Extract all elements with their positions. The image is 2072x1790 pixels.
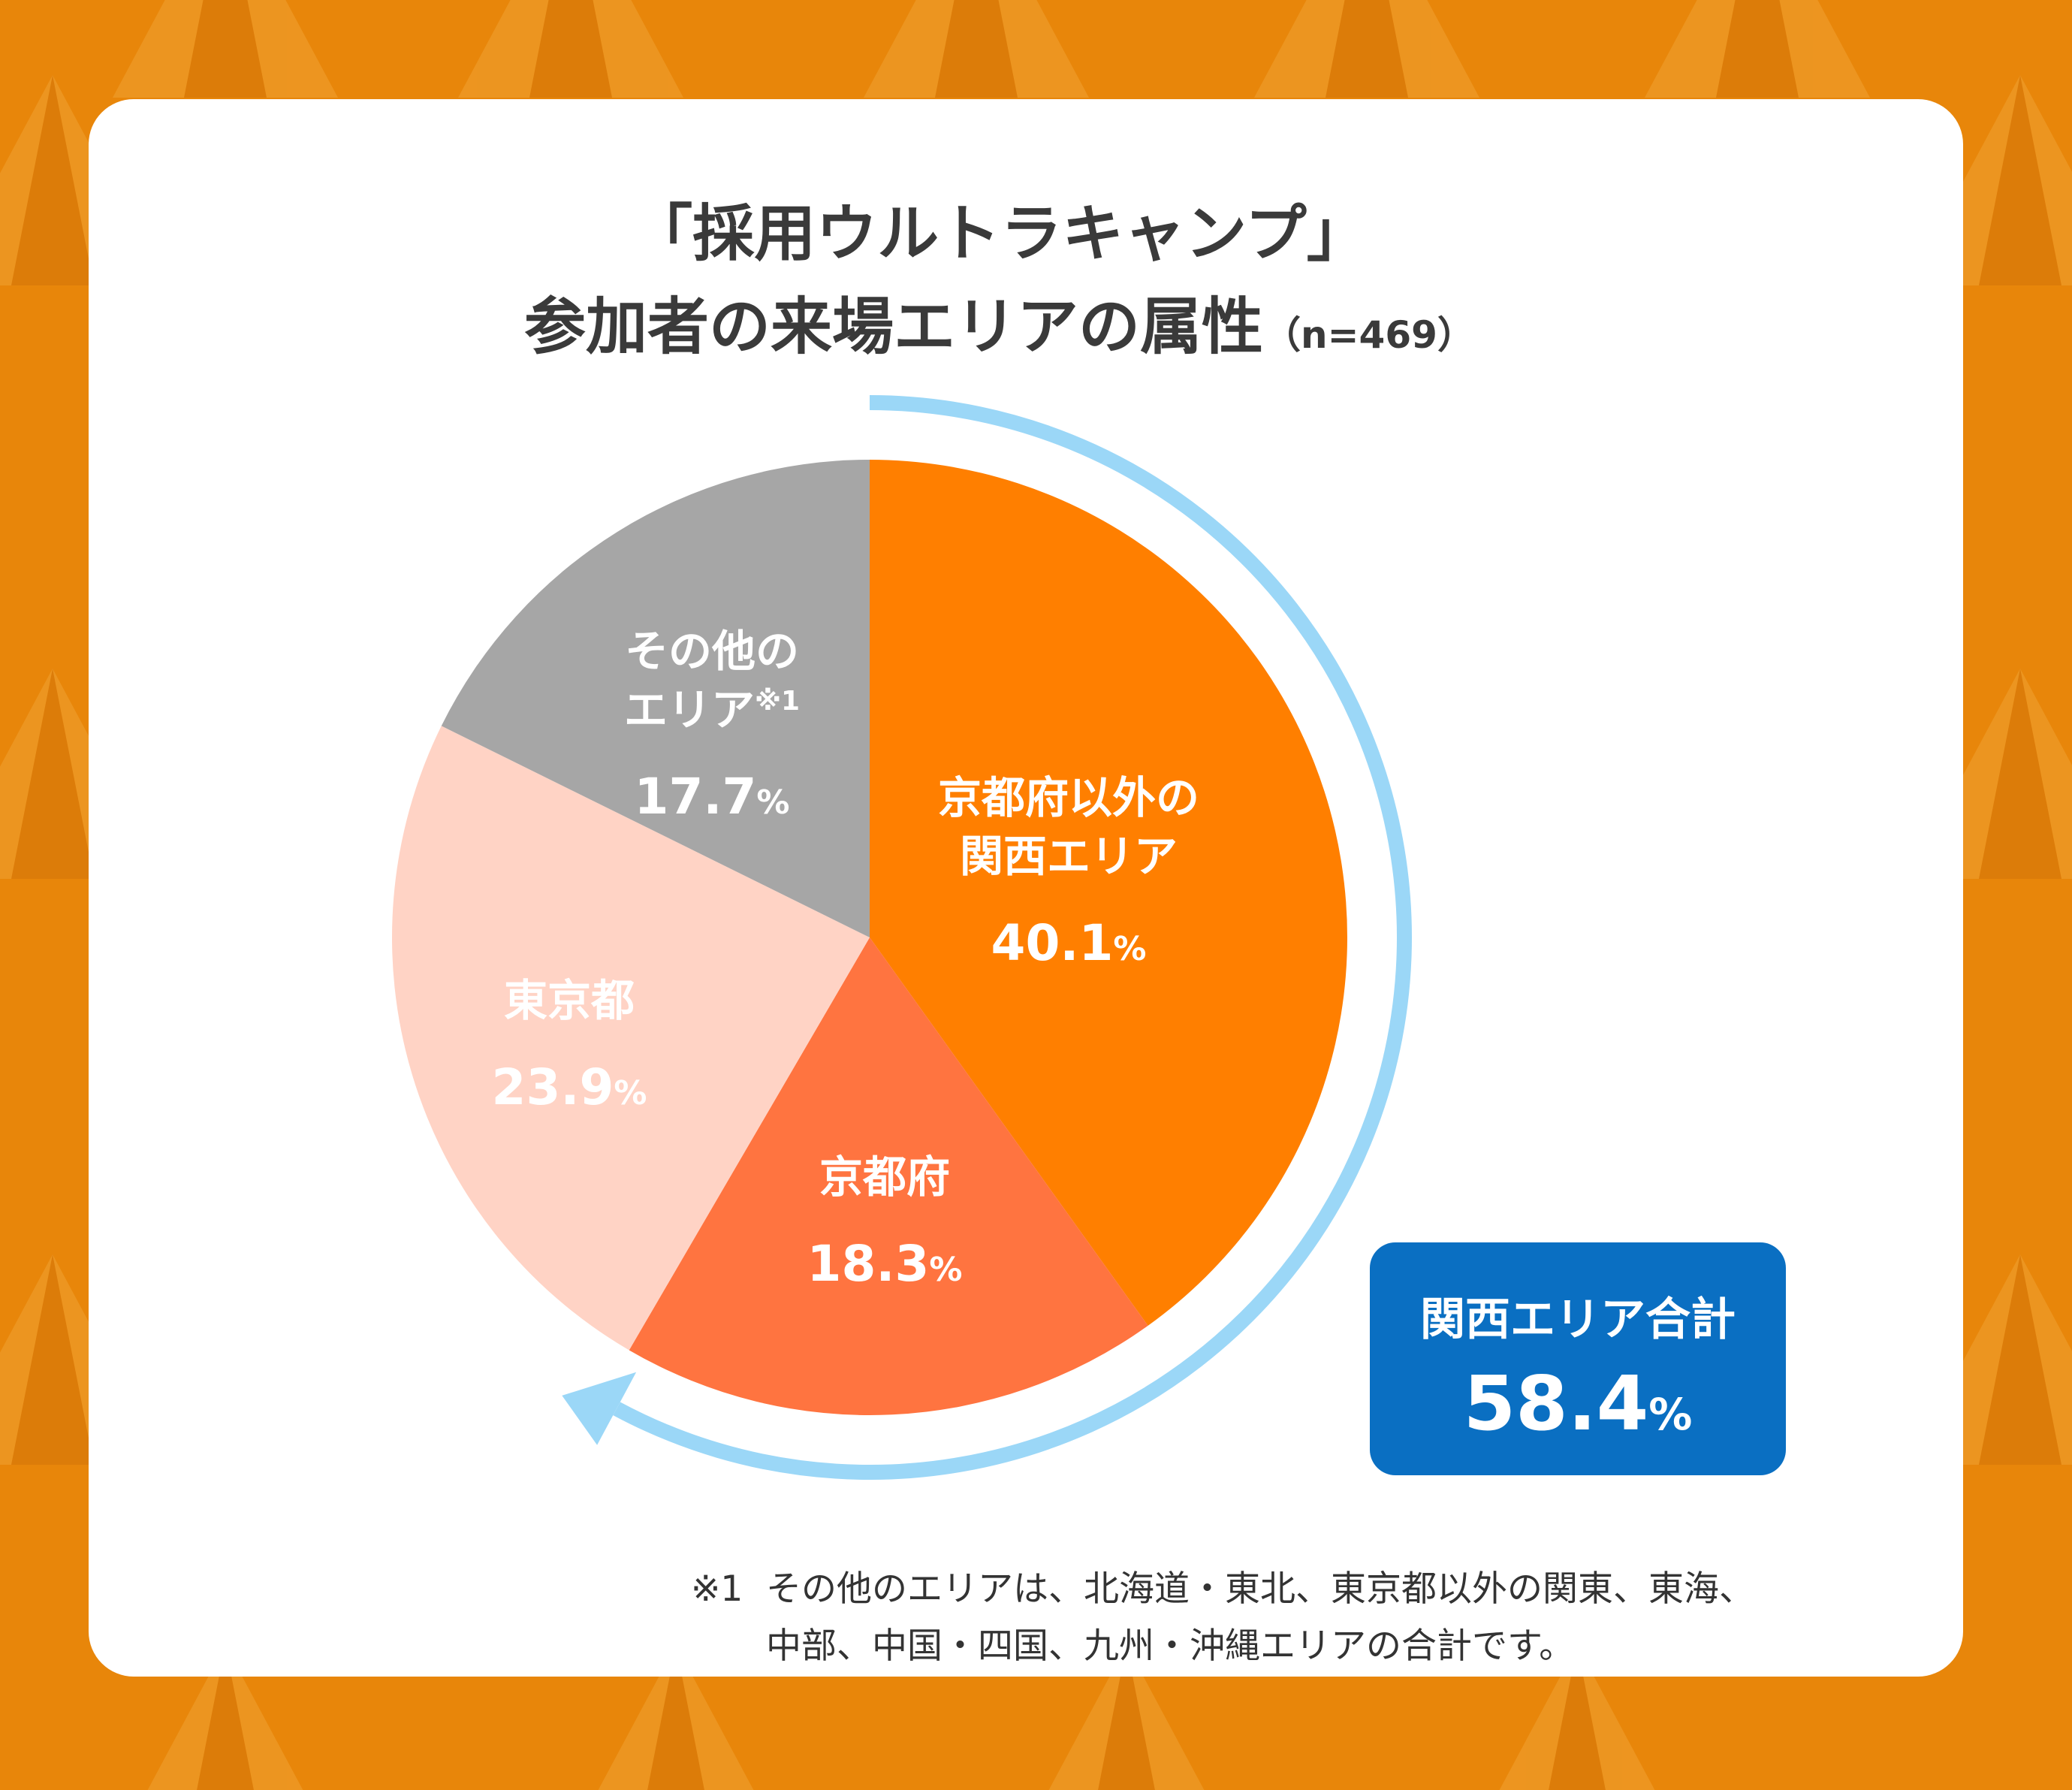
footnote-text-1: その他のエリアは、北海道・東北、東京都以外の関東、東海、 bbox=[766, 1568, 1754, 1610]
tent-icon bbox=[1645, 0, 1870, 98]
chart-title: 「採用ウルトラキャンプ」 参加者の来場エリアの属性（n=469） bbox=[89, 188, 1963, 382]
kansai-arrow-head bbox=[562, 1372, 637, 1445]
kansai-total-box: 関西エリア合計 58.4% bbox=[1370, 1242, 1786, 1475]
tent-icon bbox=[113, 0, 338, 98]
slice-category-label: 東京都 bbox=[504, 975, 635, 1026]
pie-chart: 京都府以外の関西エリア40.1%京都府18.3%東京都23.9%その他のエリア※… bbox=[391, 395, 1412, 1480]
title-line-1: 「採用ウルトラキャンプ」 bbox=[631, 198, 1368, 270]
tent-icon bbox=[147, 1645, 303, 1790]
chart-card: 「採用ウルトラキャンプ」 参加者の来場エリアの属性（n=469） 京都府以外の関… bbox=[89, 99, 1963, 1677]
kansai-total-unit: % bbox=[1648, 1389, 1693, 1440]
slice-value-unit: % bbox=[1113, 930, 1146, 968]
slice-value-unit: % bbox=[614, 1074, 647, 1112]
tent-icon bbox=[1048, 1645, 1205, 1790]
title-line-2: 参加者の来場エリアの属性（n=469） bbox=[36, 281, 1963, 382]
footnote-line-1: ※1 その他のエリアは、北海道・東北、東京都以外の関東、東海、 bbox=[691, 1561, 1754, 1618]
kansai-total-number: 58.4 bbox=[1463, 1360, 1649, 1447]
kansai-arrow-arc bbox=[613, 395, 1412, 1480]
tent-icon bbox=[458, 0, 683, 98]
slice-value-unit: % bbox=[756, 783, 789, 822]
footnote-mark: ※1 bbox=[691, 1568, 743, 1610]
kansai-total-value: 58.4% bbox=[1370, 1360, 1786, 1447]
slice-category-label: 京都府以外の bbox=[938, 772, 1199, 823]
footnote-reference: ※1 bbox=[755, 686, 800, 717]
tent-icon bbox=[864, 0, 1089, 98]
slice-category-label: その他の bbox=[625, 626, 799, 677]
tent-icon bbox=[1499, 1645, 1655, 1790]
title-line-2-text: 参加者の来場エリアの属性 bbox=[524, 291, 1264, 363]
pie-slice bbox=[629, 937, 1148, 1415]
footnote: ※1 その他のエリアは、北海道・東北、東京都以外の関東、東海、 中部、中国・四国、… bbox=[691, 1561, 1754, 1675]
slice-value-unit: % bbox=[929, 1251, 962, 1289]
tent-icon bbox=[598, 1645, 754, 1790]
slice-category-label: 京都府 bbox=[819, 1152, 950, 1203]
footnote-line-2: 中部、中国・四国、九州・沖縄エリアの合計です。 bbox=[766, 1625, 1575, 1667]
sample-size: （n=469） bbox=[1263, 313, 1475, 357]
pie-slice bbox=[441, 460, 870, 937]
kansai-total-label: 関西エリア合計 bbox=[1420, 1293, 1736, 1346]
slice-category-label: 関西エリア bbox=[960, 831, 1178, 882]
tent-icon bbox=[1254, 0, 1479, 98]
pie-slice bbox=[391, 726, 870, 1351]
pie-slice bbox=[870, 460, 1348, 1326]
